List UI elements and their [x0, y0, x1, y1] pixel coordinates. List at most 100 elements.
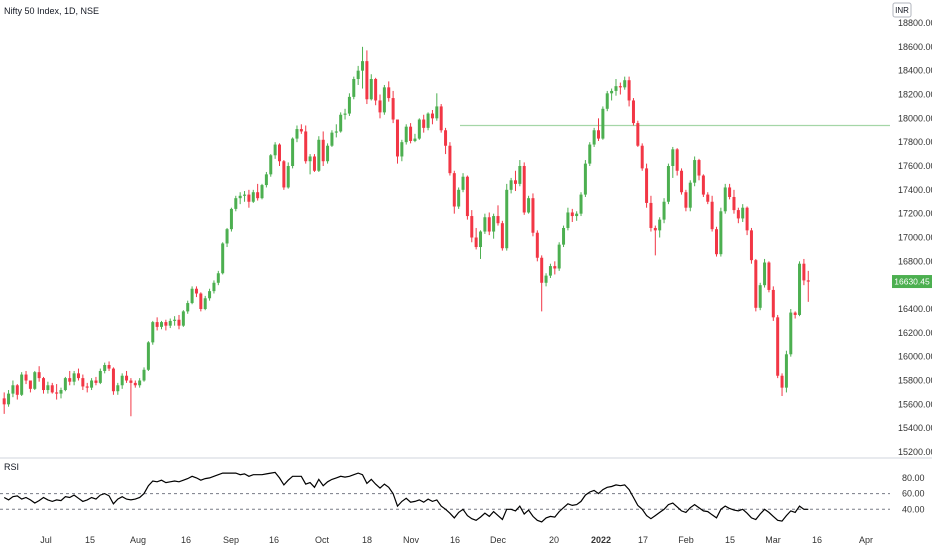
- candle-up[interactable]: [347, 96, 351, 114]
- candle-down[interactable]: [444, 130, 448, 146]
- candle-down[interactable]: [649, 202, 653, 228]
- candle-down[interactable]: [2, 398, 6, 405]
- candle-up[interactable]: [693, 160, 697, 183]
- candle-up[interactable]: [662, 201, 666, 220]
- candle-down[interactable]: [780, 375, 784, 388]
- candle-down[interactable]: [194, 288, 198, 294]
- candle-down[interactable]: [94, 380, 98, 383]
- candle-down[interactable]: [736, 210, 740, 219]
- candle-up[interactable]: [666, 166, 670, 202]
- candle-down[interactable]: [409, 126, 413, 141]
- candle-down[interactable]: [111, 368, 115, 392]
- candle-down[interactable]: [754, 260, 758, 308]
- candle-up[interactable]: [286, 166, 290, 188]
- candle-down[interactable]: [15, 385, 19, 395]
- candle-down[interactable]: [199, 293, 203, 309]
- candle-down[interactable]: [636, 123, 640, 146]
- candle-down[interactable]: [618, 86, 622, 88]
- candle-up[interactable]: [251, 192, 255, 202]
- candle-up[interactable]: [103, 365, 107, 371]
- candle-up[interactable]: [671, 149, 675, 166]
- rsi-line[interactable]: [3, 471, 809, 523]
- rsi-axis[interactable]: 80.00 60.00 40.00: [902, 473, 925, 514]
- candle-down[interactable]: [430, 113, 434, 119]
- candle-up[interactable]: [221, 243, 225, 274]
- candle-up[interactable]: [784, 354, 788, 388]
- candle-down[interactable]: [107, 365, 111, 369]
- candle-down[interactable]: [745, 207, 749, 231]
- candle-up[interactable]: [168, 320, 172, 326]
- candle-up[interactable]: [435, 106, 439, 119]
- candle-up[interactable]: [269, 155, 273, 175]
- candle-up[interactable]: [592, 130, 596, 145]
- candle-down[interactable]: [395, 119, 399, 157]
- candle-up[interactable]: [457, 189, 461, 207]
- candle-down[interactable]: [465, 176, 469, 217]
- candle-up[interactable]: [505, 189, 509, 249]
- candle-up[interactable]: [90, 380, 94, 388]
- candle-down[interactable]: [387, 87, 391, 99]
- candle-up[interactable]: [229, 208, 233, 230]
- candle-down[interactable]: [535, 232, 539, 258]
- candle-up[interactable]: [479, 231, 483, 248]
- candle-up[interactable]: [273, 144, 277, 156]
- candle-up[interactable]: [798, 263, 802, 315]
- candle-up[interactable]: [548, 266, 552, 276]
- candle-up[interactable]: [614, 86, 618, 91]
- candle-down[interactable]: [365, 61, 369, 100]
- candle-down[interactable]: [771, 289, 775, 318]
- candle-up[interactable]: [343, 113, 347, 115]
- candle-down[interactable]: [706, 194, 710, 202]
- candle-down[interactable]: [247, 194, 251, 202]
- candle-up[interactable]: [20, 374, 24, 395]
- candle-down[interactable]: [522, 166, 526, 213]
- candle-up[interactable]: [544, 275, 548, 283]
- candle-up[interactable]: [723, 187, 727, 212]
- candle-up[interactable]: [339, 114, 343, 132]
- candle-down[interactable]: [653, 227, 657, 231]
- candle-up[interactable]: [483, 217, 487, 232]
- candle-down[interactable]: [684, 192, 688, 208]
- candle-down[interactable]: [513, 180, 517, 184]
- candle-up[interactable]: [186, 303, 190, 312]
- candle-up[interactable]: [369, 79, 373, 100]
- candle-up[interactable]: [160, 322, 164, 327]
- candle-down[interactable]: [24, 374, 28, 381]
- candle-up[interactable]: [291, 138, 295, 166]
- candle-down[interactable]: [439, 106, 443, 131]
- candle-up[interactable]: [260, 185, 264, 199]
- candle-up[interactable]: [334, 131, 338, 133]
- candle-up[interactable]: [116, 385, 120, 392]
- candle-down[interactable]: [496, 216, 500, 224]
- candle-down[interactable]: [55, 392, 59, 394]
- candle-down[interactable]: [680, 170, 684, 193]
- candle-down[interactable]: [474, 237, 478, 248]
- candle-up[interactable]: [658, 219, 662, 231]
- candle-down[interactable]: [645, 168, 649, 203]
- candle-up[interactable]: [151, 322, 155, 343]
- candle-up[interactable]: [212, 282, 216, 292]
- candle-up[interactable]: [610, 90, 614, 94]
- candle-down[interactable]: [697, 160, 701, 176]
- candle-up[interactable]: [146, 342, 150, 370]
- candle-down[interactable]: [701, 175, 705, 195]
- candle-down[interactable]: [85, 386, 89, 388]
- candle-up[interactable]: [330, 132, 334, 146]
- candle-down[interactable]: [793, 312, 797, 315]
- candle-down[interactable]: [675, 149, 679, 171]
- candle-up[interactable]: [566, 212, 570, 228]
- candle-down[interactable]: [68, 378, 72, 382]
- candle-down[interactable]: [728, 187, 732, 197]
- candle-down[interactable]: [540, 257, 544, 283]
- candle-up[interactable]: [413, 138, 417, 141]
- candle-down[interactable]: [452, 173, 456, 207]
- candle-up[interactable]: [243, 194, 247, 196]
- candle-up[interactable]: [138, 380, 142, 386]
- candle-up[interactable]: [203, 298, 207, 309]
- candle-up[interactable]: [361, 61, 365, 71]
- candle-down[interactable]: [321, 139, 325, 162]
- candle-up[interactable]: [352, 79, 356, 97]
- candle-down[interactable]: [129, 380, 133, 383]
- candle-up[interactable]: [356, 70, 360, 80]
- candle-down[interactable]: [299, 129, 303, 132]
